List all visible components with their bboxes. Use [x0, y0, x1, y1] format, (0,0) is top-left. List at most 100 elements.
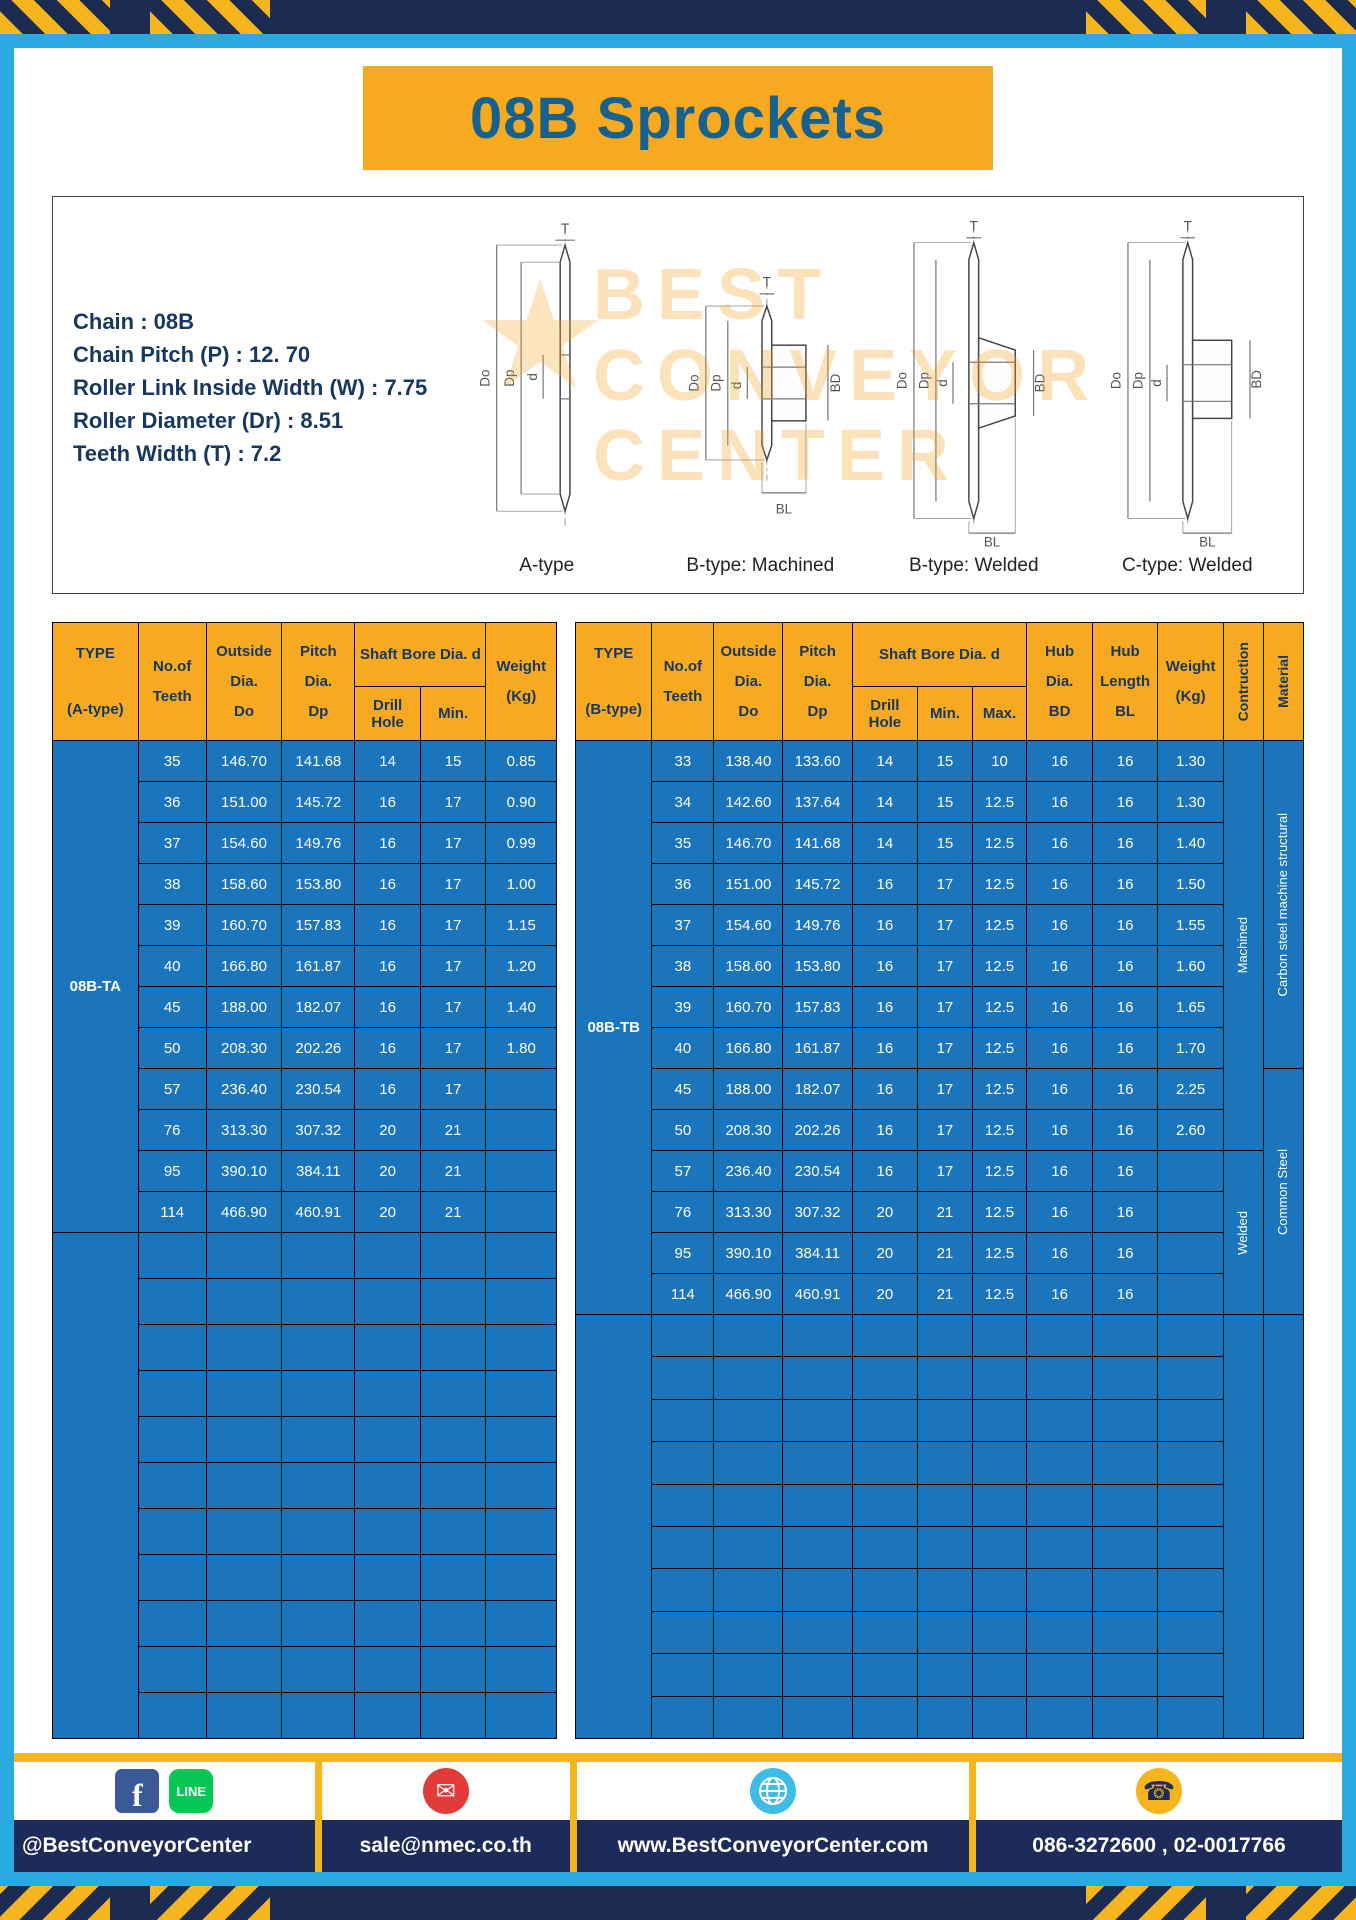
email-icon[interactable]: ✉: [422, 1768, 469, 1814]
cell-drill-hole: 16: [851, 1109, 919, 1151]
empty-cell: [419, 1554, 487, 1601]
col-header-outside-dia: Outside Dia. Do: [205, 622, 283, 741]
cell-max: 10: [971, 740, 1028, 782]
cell-weight: 1.20: [485, 945, 557, 987]
empty-cell: [782, 1398, 853, 1443]
cell-outside-dia: 466.90: [713, 1273, 784, 1315]
globe-icon[interactable]: [749, 1768, 796, 1814]
empty-cell: [782, 1610, 853, 1655]
cell-hub-dia: 16: [1026, 781, 1093, 823]
diagram-c-type-welded: T Do Dp d BD: [1084, 211, 1292, 583]
col-header-type: TYPE (A-type): [52, 622, 139, 741]
svg-text:Do: Do: [1108, 372, 1123, 389]
construction-cell: Machined: [1222, 740, 1264, 1151]
cell-min: 21: [419, 1150, 487, 1192]
cell-hub-length: 16: [1091, 1273, 1159, 1315]
cell-min: 15: [917, 740, 973, 782]
empty-cell: [354, 1646, 421, 1693]
empty-cell: [354, 1370, 421, 1417]
footer-email[interactable]: sale@nmec.co.th: [321, 1820, 570, 1872]
cell-teeth: 95: [651, 1232, 715, 1274]
col-header-material: Material: [1262, 622, 1305, 741]
cell-outside-dia: 158.60: [713, 945, 784, 987]
empty-cell: [485, 1370, 557, 1417]
cell-hub-dia: 16: [1026, 986, 1093, 1028]
empty-cell: [971, 1653, 1028, 1697]
cell-teeth: 57: [137, 1068, 207, 1110]
empty-cell: [1026, 1398, 1093, 1443]
cell-hub-dia: 16: [1026, 904, 1093, 946]
cell-outside-dia: 138.40: [713, 740, 784, 782]
b-type-table: TYPE (B-type) No.of Teeth Outside Dia. D…: [574, 622, 1305, 1739]
b-type-machined-drawing: T Do Dp d BD: [686, 275, 843, 517]
cell-outside-dia: 466.90: [205, 1191, 283, 1233]
cell-drill-hole: 20: [851, 1232, 919, 1274]
spec-line-teeth-width: Teeth Width (T) : 7.2: [73, 441, 282, 466]
empty-cell: [1026, 1525, 1093, 1570]
cell-min: 21: [419, 1109, 487, 1151]
empty-cell: [782, 1525, 853, 1570]
empty-cell: [713, 1441, 784, 1485]
empty-cell: [917, 1568, 973, 1612]
cell-hub-length: 16: [1091, 904, 1159, 946]
empty-cell: [485, 1554, 557, 1601]
cell-teeth: 40: [651, 1027, 715, 1069]
empty-cell: [281, 1416, 356, 1463]
empty-cell: [205, 1324, 283, 1371]
cell-teeth: 45: [137, 986, 207, 1028]
empty-cell: [137, 1508, 207, 1555]
empty-cell: [851, 1695, 919, 1739]
footer-section-divider: [969, 1762, 977, 1872]
empty-cell: [917, 1441, 973, 1485]
title-banner: 08B Sprockets: [363, 66, 993, 170]
facebook-icon[interactable]: f: [115, 1769, 160, 1813]
empty-cell: [1157, 1568, 1224, 1612]
empty-cell: [651, 1398, 715, 1443]
cell-hub-dia: 16: [1026, 863, 1093, 905]
cell-weight: [485, 1191, 557, 1233]
svg-text:Dp: Dp: [1130, 372, 1145, 389]
empty-cell: [419, 1278, 487, 1325]
cell-min: 21: [917, 1232, 973, 1274]
empty-cell: [485, 1416, 557, 1463]
cell-teeth: 35: [137, 740, 207, 782]
cell-min: 17: [419, 781, 487, 823]
empty-cell: [1157, 1313, 1224, 1358]
cell-weight: 1.40: [1157, 822, 1224, 864]
cell-outside-dia: 158.60: [205, 863, 283, 905]
empty-cell: [713, 1695, 784, 1739]
hazard-stripe-segment: [1246, 1886, 1356, 1920]
phone-icon[interactable]: ☎: [1136, 1768, 1182, 1814]
cell-max: 12.5: [971, 822, 1028, 864]
empty-cell: [713, 1653, 784, 1697]
empty-cell: [782, 1695, 853, 1739]
cell-min: 15: [917, 822, 973, 864]
empty-cell: [1157, 1610, 1224, 1655]
a-type-table: TYPE (A-type) No.of Teeth Outside Dia. D…: [52, 622, 557, 1739]
cell-teeth: 33: [651, 740, 715, 782]
svg-text:Dp: Dp: [708, 374, 723, 391]
bottom-hazard-bar: [0, 1886, 1356, 1920]
empty-cell: [419, 1646, 487, 1693]
hazard-stripe-segment: [150, 1886, 270, 1920]
cell-pitch-dia: 133.60: [782, 740, 853, 782]
cell-max: 12.5: [971, 1027, 1028, 1069]
cell-drill-hole: 16: [354, 986, 421, 1028]
page-frame: 08B Sprockets Chain : 08B Chain Pitch (P…: [0, 34, 1356, 1886]
cell-drill-hole: 16: [354, 1027, 421, 1069]
empty-cell: [1091, 1313, 1159, 1358]
empty-cell: [205, 1554, 283, 1601]
cell-pitch-dia: 202.26: [782, 1109, 853, 1151]
line-icon[interactable]: LINE: [169, 1769, 214, 1813]
footer-website[interactable]: www.BestConveyorCenter.com: [576, 1820, 970, 1872]
empty-cell: [713, 1568, 784, 1612]
cell-weight: [485, 1068, 557, 1110]
cell-drill-hole: 16: [851, 1150, 919, 1192]
empty-cell: [971, 1695, 1028, 1739]
empty-cell: [1157, 1695, 1224, 1739]
empty-cell: [137, 1554, 207, 1601]
empty-cell: [485, 1278, 557, 1325]
col-header-teeth: No.of Teeth: [651, 622, 715, 741]
empty-cell: [205, 1278, 283, 1325]
footer-social-handle[interactable]: @BestConveyorCenter: [14, 1820, 315, 1872]
